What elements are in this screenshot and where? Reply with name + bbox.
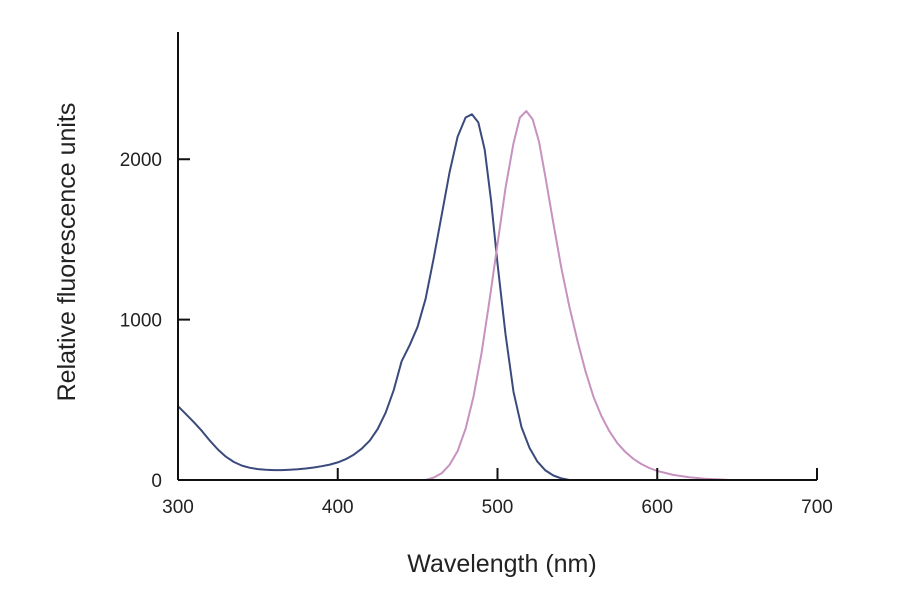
x-tick-label: 300 [162, 497, 194, 518]
x-tick-label: 400 [322, 497, 354, 518]
y-tick-label: 2000 [120, 150, 162, 171]
series-line-2 [424, 110, 731, 481]
x-tick-label: 600 [641, 497, 673, 518]
x-tick-label: 500 [482, 497, 514, 518]
x-axis-title: Wavelength (nm) [407, 550, 596, 578]
tick-layer: 300 400 500 600 700 0 1000 2000 [120, 150, 833, 518]
y-axis-title: Relative fluorescence units [53, 103, 81, 402]
x-tick-label: 700 [801, 497, 833, 518]
series-layer [177, 110, 731, 481]
series-line-1 [177, 113, 571, 481]
y-tick-label: 0 [151, 471, 162, 492]
y-tick-label: 1000 [120, 311, 162, 332]
